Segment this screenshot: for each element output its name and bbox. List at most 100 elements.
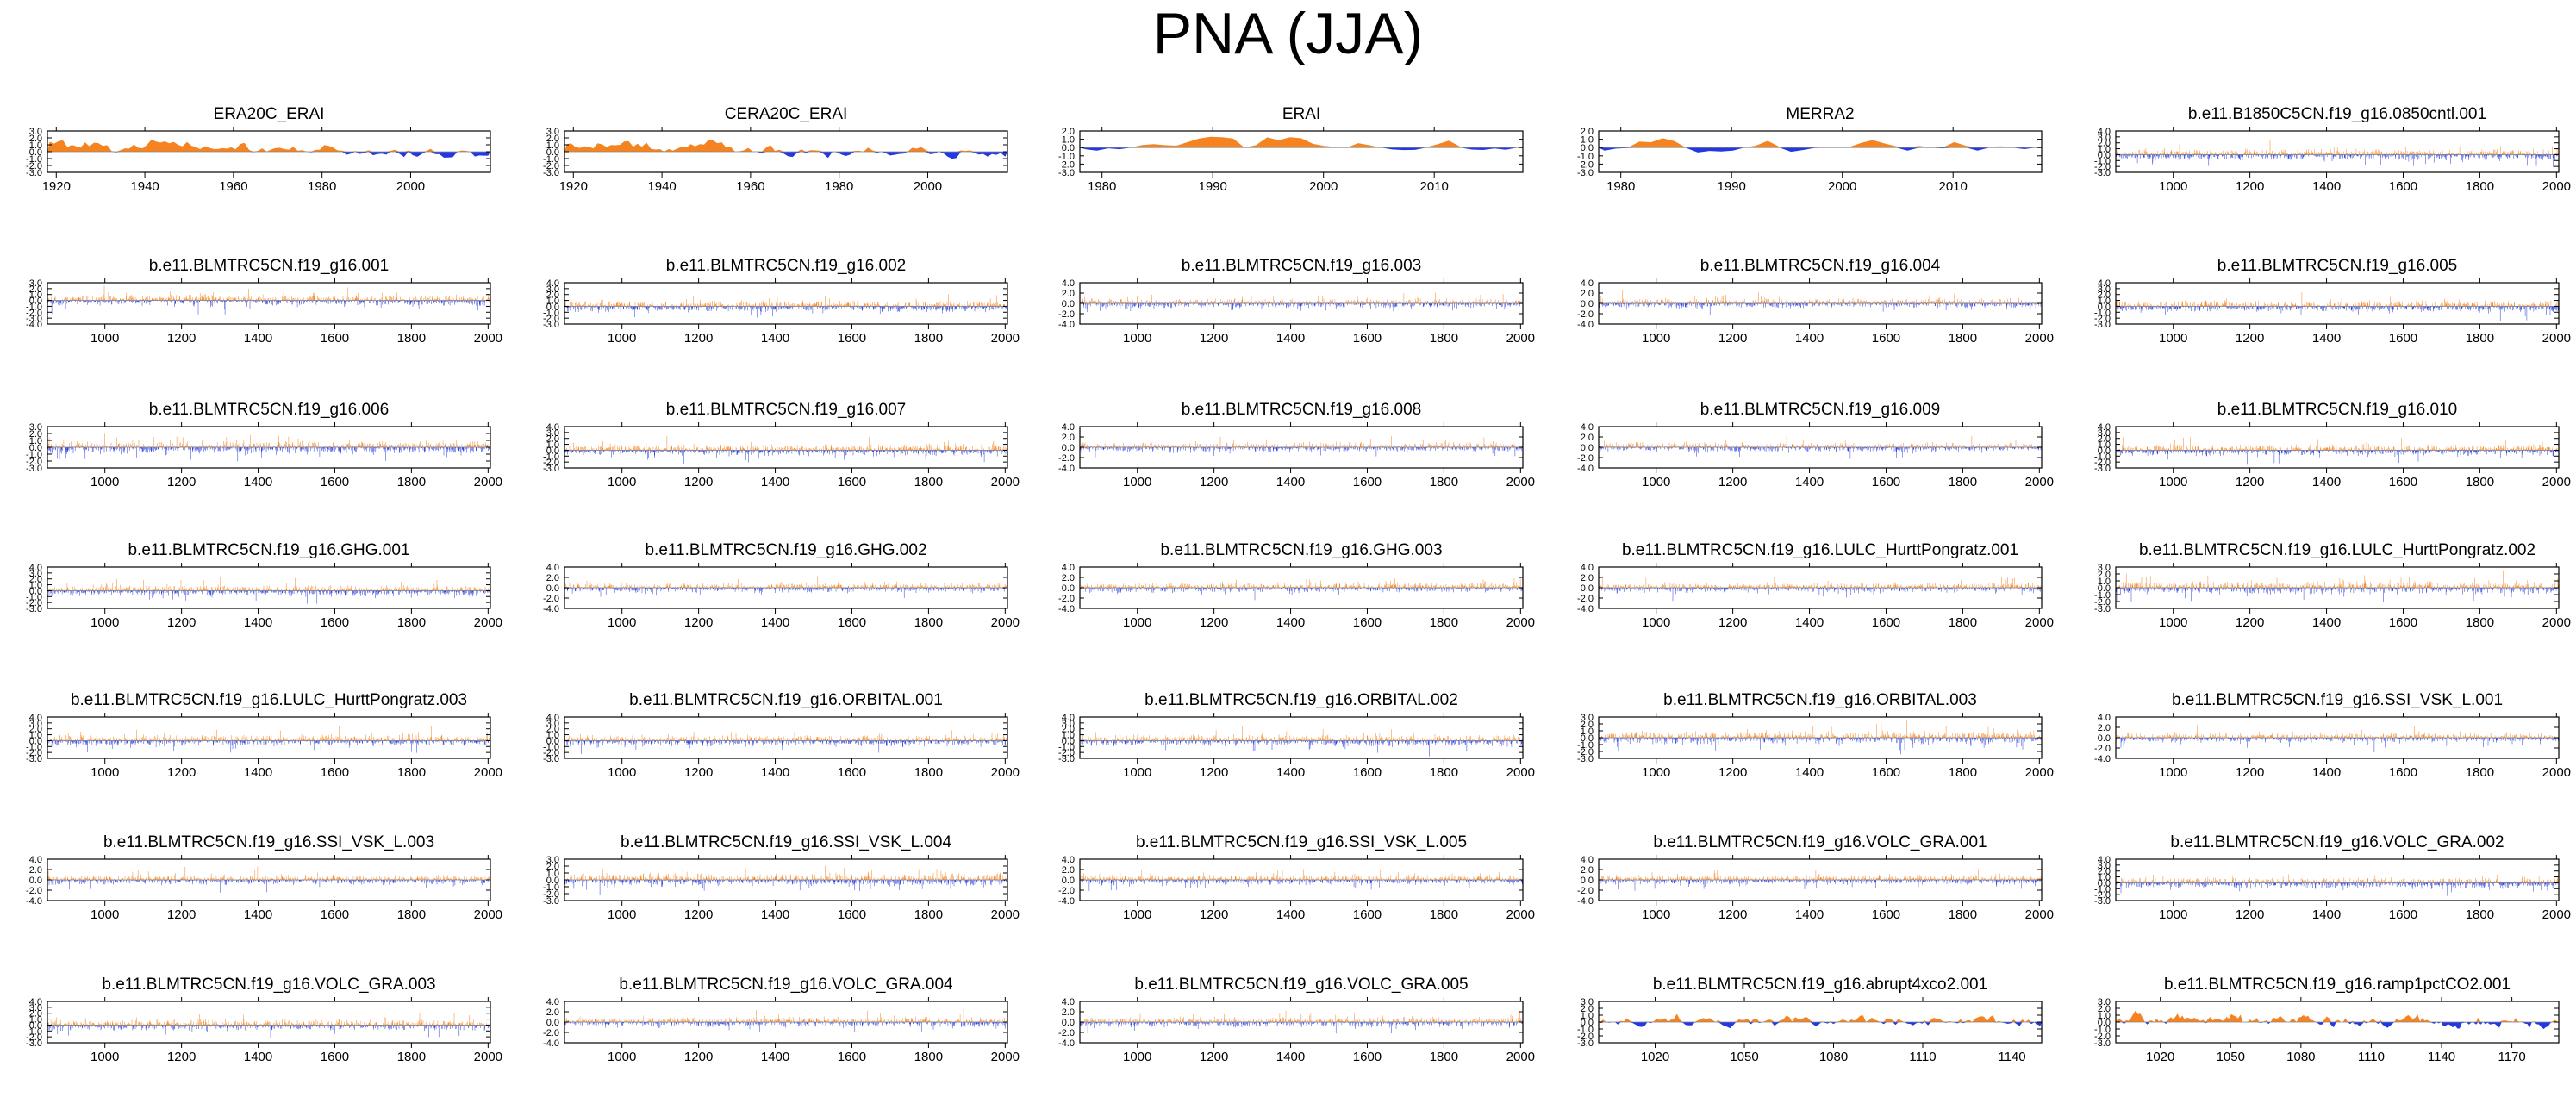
x-tick-label: 1600 — [1872, 615, 1900, 630]
y-tick-label: 2.0 — [1581, 1004, 1594, 1014]
y-tick-label: 1.0 — [29, 290, 42, 301]
y-tick-label: -1.0 — [1577, 152, 1594, 162]
plot-frame — [1079, 716, 1524, 759]
x-tick-label: 2000 — [2542, 907, 2571, 922]
x-tick-label: 2000 — [1506, 331, 1535, 346]
negative-bars — [47, 447, 491, 462]
positive-bars — [564, 1008, 1008, 1022]
negative-bars — [1079, 303, 1524, 314]
y-tick-label: -2.0 — [543, 594, 559, 604]
positive-bars — [564, 730, 1007, 741]
negative-bars — [1598, 880, 2043, 891]
panel-title: b.e11.BLMTRC5CN.f19_g16.SSI_VSK_L.005 — [1135, 833, 1468, 851]
panel-title: b.e11.BLMTRC5CN.f19_g16.LULC_HurttPongra… — [2138, 541, 2536, 559]
y-tick-label: 1.0 — [29, 436, 42, 446]
x-tick-label: 1000 — [2159, 179, 2187, 194]
x-tick-label: 1000 — [608, 765, 636, 780]
chart-panel: b.e11.BLMTRC5CN.f19_g16.VOLC_GRA.003 4.0 3… — [0, 976, 538, 1069]
x-tick-label: 1920 — [559, 179, 588, 194]
panel-plot: 4.02.00.0-2.0-4.0 1000 1200 1400 1600 1800 200… — [2094, 713, 2571, 780]
x-tick-label: 1800 — [2466, 765, 2494, 780]
x-tick-label: 1400 — [2312, 615, 2341, 630]
x-tick-label: 1400 — [2312, 907, 2341, 922]
x-tick-label: 1400 — [1276, 765, 1305, 780]
panel-title: b.e11.BLMTRC5CN.f19_g16.VOLC_GRA.004 — [619, 976, 953, 994]
panel-plot: 4.02.00.0-2.0-4.0 1000 1200 1400 1600 1800 200… — [1577, 422, 2054, 489]
y-tick-label: -1.0 — [2094, 1025, 2111, 1035]
x-tick-label: 1800 — [1430, 765, 1458, 780]
panel-title: b.e11.BLMTRC5CN.f19_g16.VOLC_GRA.003 — [102, 976, 436, 994]
x-tick-label: 1600 — [838, 475, 866, 489]
y-tick-label: 1.0 — [2098, 296, 2111, 307]
positive-bars — [2115, 437, 2560, 451]
x-tick-label: 2000 — [1828, 179, 1856, 194]
y-tick-label: 1.0 — [546, 440, 559, 451]
negative-area — [2116, 1022, 2559, 1029]
x-tick-label: 1200 — [2236, 765, 2264, 780]
y-tick-label: 3.0 — [2098, 861, 2111, 871]
negative-bars — [47, 1025, 490, 1038]
x-tick-label: 1200 — [167, 331, 196, 346]
y-tick-label: -4.0 — [1058, 464, 1075, 474]
x-tick-label: 1800 — [914, 765, 943, 780]
y-tick-label: -1.0 — [2094, 156, 2111, 166]
y-tick-label: -3.0 — [2094, 1038, 2111, 1049]
x-tick-label: 1960 — [219, 179, 247, 194]
y-tick-label: -2.0 — [2094, 162, 2111, 172]
x-tick-label: 1960 — [736, 179, 764, 194]
x-tick-label: 1600 — [2389, 475, 2417, 489]
panel-plot: 3.02.01.00.0-1.0-2.0-3.0 1020 1050 1080 1110… — [2094, 997, 2560, 1064]
y-tick-label: 2.0 — [29, 429, 42, 440]
y-tick-label: 3.0 — [1581, 713, 1594, 723]
x-tick-label: 1980 — [825, 179, 853, 194]
x-tick-label: 2010 — [1420, 179, 1449, 194]
plot-frame — [2115, 426, 2560, 469]
y-tick-label: -1.0 — [2094, 590, 2111, 601]
x-tick-label: 1000 — [2159, 765, 2187, 780]
x-tick-label: 1000 — [1642, 907, 1670, 922]
y-tick-label: -2.0 — [1058, 594, 1075, 604]
negative-bars — [1080, 1022, 1523, 1034]
chart-panel: b.e11.BLMTRC5CN.f19_g16.010 4.0 3.0 2.0 1.0 0… — [2068, 401, 2576, 494]
y-tick-label: 2.0 — [2098, 723, 2111, 733]
y-tick-label: -1.0 — [26, 592, 42, 602]
y-tick-label: 0.0 — [546, 302, 559, 312]
x-tick-label: 2000 — [2542, 765, 2571, 780]
x-tick-label: 1000 — [1642, 615, 1670, 630]
chart-panel: b.e11.BLMTRC5CN.f19_g16.SSI_VSK_L.001 4.0… — [2068, 691, 2576, 784]
x-tick-label: 1200 — [167, 475, 196, 489]
x-tick-label: 1200 — [1200, 1050, 1228, 1064]
y-tick-label: 0.0 — [2098, 302, 2111, 312]
y-tick-label: -4.0 — [26, 896, 42, 907]
y-tick-label: 2.0 — [2098, 139, 2111, 149]
y-tick-label: -3.0 — [26, 754, 42, 764]
x-tick-label: 1000 — [90, 331, 119, 346]
x-tick-label: 1000 — [1123, 765, 1151, 780]
panel-title: b.e11.BLMTRC5CN.f19_g16.VOLC_GRA.002 — [2170, 833, 2504, 851]
x-tick-label: 1000 — [1123, 615, 1151, 630]
y-tick-label: 0.0 — [1062, 583, 1075, 594]
y-tick-label: 4.0 — [2098, 278, 2111, 289]
x-tick-label: 1800 — [914, 1050, 943, 1064]
panel-title: b.e11.BLMTRC5CN.f19_g16.005 — [2217, 257, 2458, 275]
panel-plot: 4.03.02.01.00.0-1.0-2.0-3.0 1000 1200 1400 1… — [2094, 278, 2571, 346]
x-tick-label: 1400 — [244, 1050, 272, 1064]
x-tick-label: 1600 — [321, 331, 349, 346]
panel-plot: 4.03.02.01.00.0-1.0-2.0-3.0 1000 1200 1400 1… — [26, 713, 502, 780]
positive-area — [47, 139, 490, 152]
x-tick-label: 2000 — [474, 765, 502, 780]
x-tick-label: 1000 — [1123, 1050, 1151, 1064]
positive-bars — [1079, 869, 1522, 880]
y-tick-label: -2.0 — [1577, 453, 1594, 464]
x-tick-label: 1200 — [1718, 615, 1747, 630]
x-tick-label: 1050 — [2217, 1050, 2245, 1064]
x-tick-label: 1000 — [608, 615, 636, 630]
chart-panel: b.e11.BLMTRC5CN.f19_g16.VOLC_GRA.001 4.0 2… — [1551, 833, 2089, 926]
x-tick-label: 1940 — [647, 179, 676, 194]
x-tick-label: 2000 — [991, 475, 1020, 489]
negative-bars — [47, 880, 491, 893]
y-tick-label: 0.0 — [1581, 443, 1594, 453]
y-tick-label: 0.0 — [2098, 733, 2111, 744]
